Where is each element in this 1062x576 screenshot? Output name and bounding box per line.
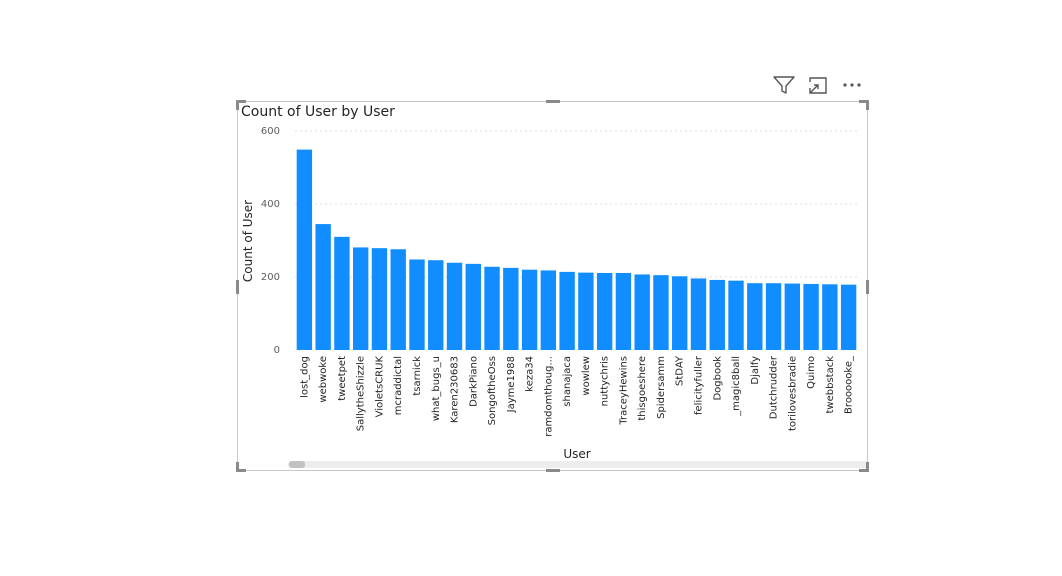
bar[interactable]: [747, 283, 763, 350]
focus-mode-icon[interactable]: [806, 74, 830, 96]
bar[interactable]: [690, 278, 707, 350]
bar[interactable]: [765, 283, 782, 350]
bar[interactable]: [521, 269, 538, 350]
x-tick-label: twebbstack: [825, 356, 836, 414]
x-tick-label: _magic8ball: [731, 356, 742, 417]
resize-handle-bottom-right[interactable]: [859, 469, 869, 472]
bar[interactable]: [465, 263, 481, 350]
resize-handle-bottom[interactable]: [546, 469, 560, 472]
x-tick-label: nuttychris: [600, 356, 611, 406]
x-tick-label: webwoke: [318, 356, 329, 403]
resize-handle-top-left[interactable]: [236, 100, 246, 103]
x-axis-labels: lost_dog webwoke tweetpet SallytheShizzle Vi…: [299, 355, 854, 437]
resize-handle-bottom-right-v[interactable]: [866, 462, 869, 472]
x-tick-label: torilovesbradie: [787, 356, 798, 431]
bar[interactable]: [315, 224, 331, 350]
y-axis-ticks: 0 200 400 600: [261, 126, 280, 356]
x-tick-label: Jayme1988: [506, 356, 517, 413]
x-tick-label: lost_dog: [299, 356, 310, 398]
bar[interactable]: [559, 271, 575, 350]
bar[interactable]: [709, 279, 725, 350]
x-tick-label: felicityfuller: [693, 355, 704, 415]
x-tick-label: Spidersamm: [656, 356, 667, 419]
x-tick-label: thisgoeshere: [637, 356, 648, 421]
bar-chart: Count of User by User 0 200 400 600 lost_do…: [241, 104, 868, 468]
bar[interactable]: [803, 283, 819, 350]
x-tick-label: Broooooke_: [844, 355, 855, 414]
bar[interactable]: [634, 274, 650, 350]
bar[interactable]: [503, 267, 519, 350]
resize-handle-top-right[interactable]: [859, 100, 869, 103]
bar[interactable]: [409, 259, 425, 350]
resize-handle-left[interactable]: [236, 280, 239, 294]
y-tick-label: 200: [261, 272, 280, 283]
y-tick-label: 0: [274, 345, 280, 356]
horizontal-scrollbar[interactable]: [288, 461, 868, 468]
y-tick-label: 400: [261, 199, 280, 210]
bar[interactable]: [428, 260, 444, 350]
bar[interactable]: [484, 266, 500, 350]
more-options-icon[interactable]: [840, 74, 864, 96]
y-axis-title: Count of User: [241, 200, 255, 282]
x-tick-label: what_bugs_u: [431, 356, 442, 421]
x-axis-title: User: [563, 447, 590, 461]
bar[interactable]: [840, 284, 857, 350]
x-tick-label: DarkPiano: [468, 356, 479, 407]
x-tick-label: ramdomthoug...: [543, 356, 554, 437]
resize-handle-bottom-left-v[interactable]: [236, 462, 239, 472]
x-tick-label: shanajaca: [562, 356, 573, 407]
bar[interactable]: [615, 272, 632, 350]
x-tick-label: SallytheShizzle: [356, 356, 367, 431]
x-tick-label: Quimo: [806, 356, 817, 389]
bar[interactable]: [578, 272, 594, 350]
bar[interactable]: [672, 276, 688, 350]
scrollbar-thumb[interactable]: [289, 461, 305, 468]
bar[interactable]: [596, 272, 613, 350]
resize-handle-top[interactable]: [546, 100, 560, 103]
resize-handle-right[interactable]: [866, 280, 869, 294]
chart-title: Count of User by User: [241, 104, 395, 120]
filter-icon[interactable]: [772, 74, 796, 96]
x-tick-label: SongoftheOss: [487, 356, 498, 425]
x-tick-label: VioletsCRUK: [374, 356, 385, 418]
bar[interactable]: [540, 270, 557, 350]
bar[interactable]: [653, 275, 669, 350]
x-tick-label: keza34: [525, 356, 536, 392]
gridlines: [295, 130, 858, 278]
x-tick-label: tweetpet: [337, 356, 348, 401]
x-tick-label: StDAY: [675, 355, 686, 386]
bar[interactable]: [446, 262, 463, 350]
bar[interactable]: [352, 247, 369, 350]
x-tick-label: mcraddictal: [393, 356, 404, 415]
resize-handle-top-right-v[interactable]: [866, 100, 869, 110]
resize-handle-top-left-v[interactable]: [236, 100, 239, 110]
y-tick-label: 600: [261, 126, 280, 137]
bars: [296, 149, 857, 350]
x-tick-label: Dogbook: [712, 356, 723, 401]
x-tick-label: tsarnick: [412, 356, 423, 396]
bar[interactable]: [390, 249, 406, 350]
x-tick-label: wowlew: [581, 356, 592, 396]
x-tick-label: Djalfy: [750, 356, 761, 385]
x-tick-label: TraceyHewins: [618, 356, 629, 426]
x-tick-label: Karen230683: [450, 356, 461, 423]
bar[interactable]: [371, 248, 388, 350]
bar[interactable]: [334, 236, 350, 350]
bar[interactable]: [296, 149, 313, 350]
bar[interactable]: [822, 284, 838, 350]
bar[interactable]: [728, 280, 744, 350]
x-tick-label: Dutchrudder: [769, 355, 780, 419]
resize-handle-bottom-left[interactable]: [236, 469, 246, 472]
chart-visual[interactable]: Count of User by User 0 200 400 600 lost_do…: [236, 100, 869, 472]
bar[interactable]: [784, 283, 801, 350]
